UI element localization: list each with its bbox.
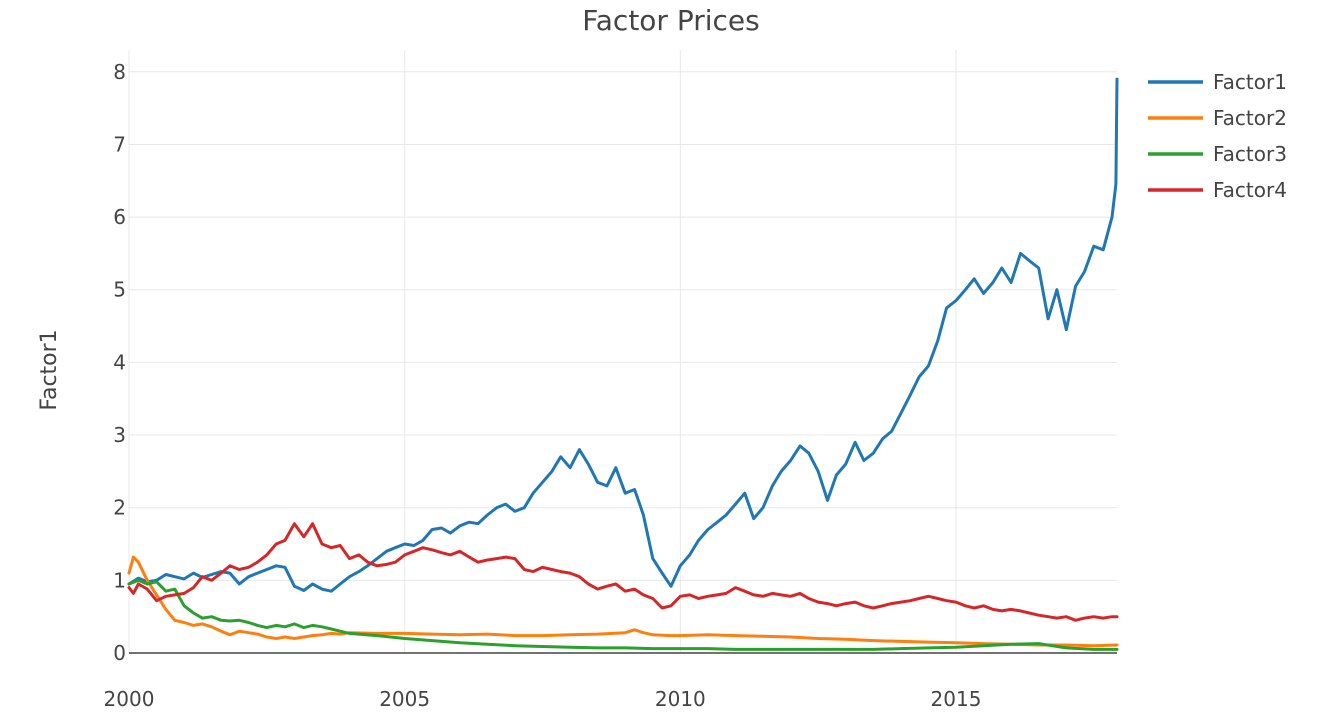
y-tick-label: 0: [113, 641, 126, 665]
grid: [128, 50, 1117, 654]
legend-label: Factor2: [1213, 106, 1287, 130]
x-axis: 2000 2005 2010 2015: [104, 687, 982, 711]
x-tick-label: 2005: [379, 687, 430, 711]
series-line-factor1: [127, 77, 1119, 593]
y-tick-label: 6: [113, 205, 126, 229]
x-tick-label: 2010: [655, 687, 706, 711]
y-axis: 0 1 2 3 4 5 6 7 8: [113, 60, 126, 665]
legend-item-factor2[interactable]: Factor2: [1148, 106, 1287, 130]
x-tick-label: 2015: [931, 687, 982, 711]
y-tick-label: 3: [113, 423, 126, 447]
series-line-factor4: [127, 522, 1119, 622]
series-line-factor2: [127, 555, 1119, 648]
legend-item-factor1[interactable]: Factor1: [1148, 70, 1287, 94]
x-tick-label: 2000: [104, 687, 155, 711]
legend-item-factor3[interactable]: Factor3: [1148, 142, 1287, 166]
y-tick-label: 2: [113, 496, 126, 520]
legend-label: Factor3: [1213, 142, 1287, 166]
y-tick-label: 8: [113, 60, 126, 84]
y-tick-label: 4: [113, 350, 126, 374]
legend-item-factor4[interactable]: Factor4: [1148, 178, 1287, 202]
legend[interactable]: Factor1 Factor2 Factor3 Factor4: [1148, 70, 1287, 202]
chart-title: Factor Prices: [582, 4, 760, 37]
y-tick-label: 7: [113, 132, 126, 156]
y-tick-label: 5: [113, 278, 126, 302]
y-axis-label: Factor1: [37, 329, 62, 410]
series-line-factor3: [127, 578, 1119, 651]
y-tick-label: 1: [113, 568, 126, 592]
legend-label: Factor1: [1213, 70, 1287, 94]
legend-label: Factor4: [1213, 178, 1287, 202]
plot-area: [127, 77, 1119, 651]
